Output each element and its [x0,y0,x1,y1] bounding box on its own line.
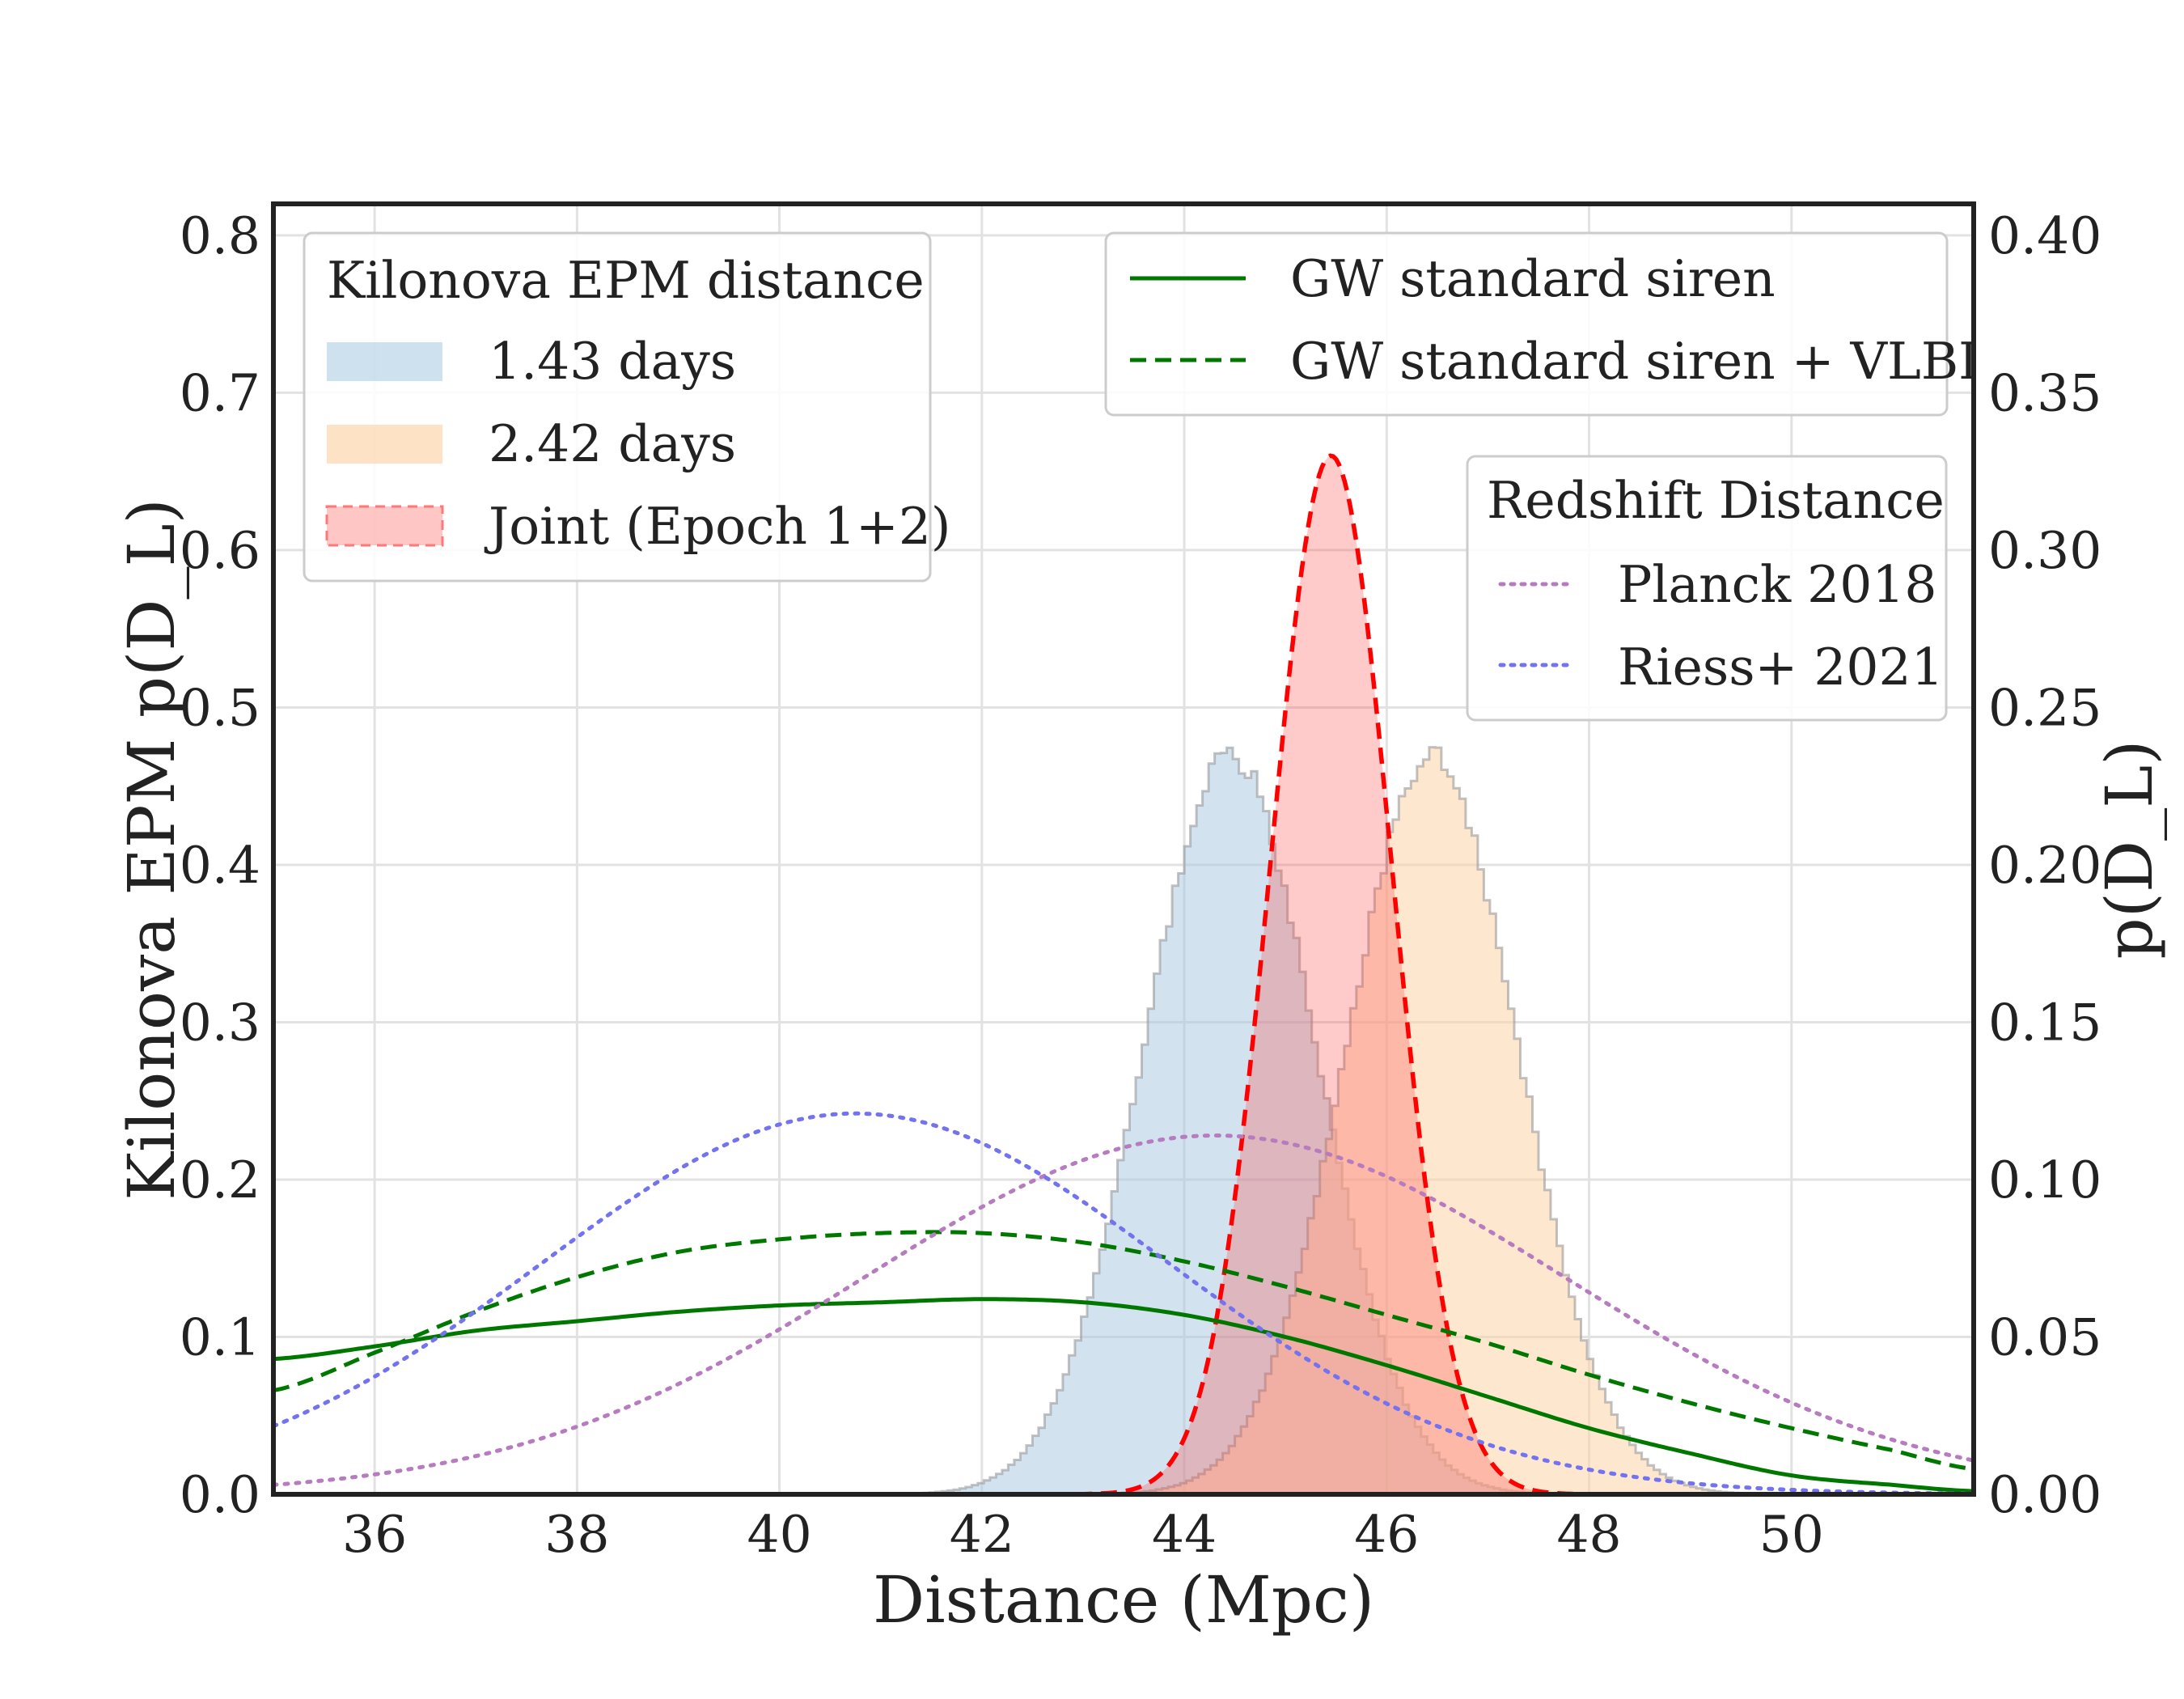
y-tick-label-right: 0.40 [1988,206,2101,265]
legend-label-gw-dashed: GW standard siren + VLBI [1290,332,1979,391]
legend-label-planck: Planck 2018 [1618,555,1937,614]
y-tick-label-left: 0.3 [180,993,260,1052]
x-tick-label: 48 [1556,1505,1621,1564]
legend-gw: GW standard siren GW standard siren + VL… [1104,231,1979,417]
x-tick-label: 46 [1354,1505,1419,1564]
y-tick-label-left: 0.5 [180,678,260,737]
legend-label-1-43-days: 1.43 days [489,332,736,391]
y-tick-label-left: 0.8 [180,206,260,265]
y-tick-label-right: 0.10 [1988,1150,2101,1210]
series-2-42-days-histogram [1069,746,1795,1494]
x-tick-label: 44 [1152,1505,1217,1564]
legend-epm-title: Kilonova EPM distance [327,251,925,310]
y-tick-label-right: 0.35 [1988,363,2101,422]
series-group [273,453,1974,1494]
legend-epm: Kilonova EPM distance 1.43 days 2.42 day… [303,231,951,583]
y-tick-label-right: 0.05 [1988,1307,2101,1366]
series-gw-standard-siren-line [273,1297,1974,1494]
legend-epm-box [303,231,932,583]
legend-label-joint: Joint (Epoch 1+2) [484,497,951,556]
y-tick-label-right: 0.20 [1988,836,2101,895]
x-tick-label: 40 [747,1505,812,1564]
legend-label-2-42-days: 2.42 days [489,414,736,473]
legend-swatch-2-42-days [327,425,442,464]
y-axis-left-label: Kilonova EPM p(D_L) [114,498,189,1201]
legend-label-gw-solid: GW standard siren [1290,249,1776,308]
y-tick-label-right: 0.25 [1988,678,2101,737]
y-axis-right-label: p(D_L) [2092,740,2167,960]
series-riess-2021-line [273,1111,1974,1494]
x-tick-label: 36 [342,1505,407,1564]
legend-redshift: Redshift Distance Planck 2018 Riess+ 202… [1466,455,1948,722]
legend-gw-box [1104,231,1949,417]
plot-frame [271,201,1976,1497]
axis-ticks: 36 38 40 42 44 46 48 50 0.0 0.1 0.2 0.3 0.4 0.5 0.6 0.7… [180,206,2101,1564]
x-axis-label: Distance (Mpc) [873,1562,1374,1638]
legend-label-riess: Riess+ 2021 [1618,638,1944,697]
y-tick-label-right: 0.00 [1988,1465,2101,1524]
y-tick-label-right: 0.15 [1988,993,2101,1052]
x-tick-label: 50 [1759,1505,1824,1564]
x-tick-label: 42 [950,1505,1014,1564]
y-tick-label-left: 0.6 [180,521,260,580]
y-tick-label-left: 0.7 [180,363,260,422]
series-gw-standard-siren-vlbi-line [273,1230,1974,1472]
legend-swatch-joint [325,505,444,547]
y-tick-label-left: 0.4 [180,836,260,895]
y-tick-label-left: 0.2 [180,1150,260,1210]
x-tick-label: 38 [544,1505,609,1564]
y-tick-label-left: 0.1 [180,1307,260,1366]
y-tick-label-right: 0.30 [1988,521,2101,580]
legend-redshift-title: Redshift Distance [1487,471,1945,530]
y-tick-label-left: 0.0 [180,1465,260,1524]
legend-swatch-1-43-days [327,342,442,381]
legend-redshift-box [1466,455,1948,722]
